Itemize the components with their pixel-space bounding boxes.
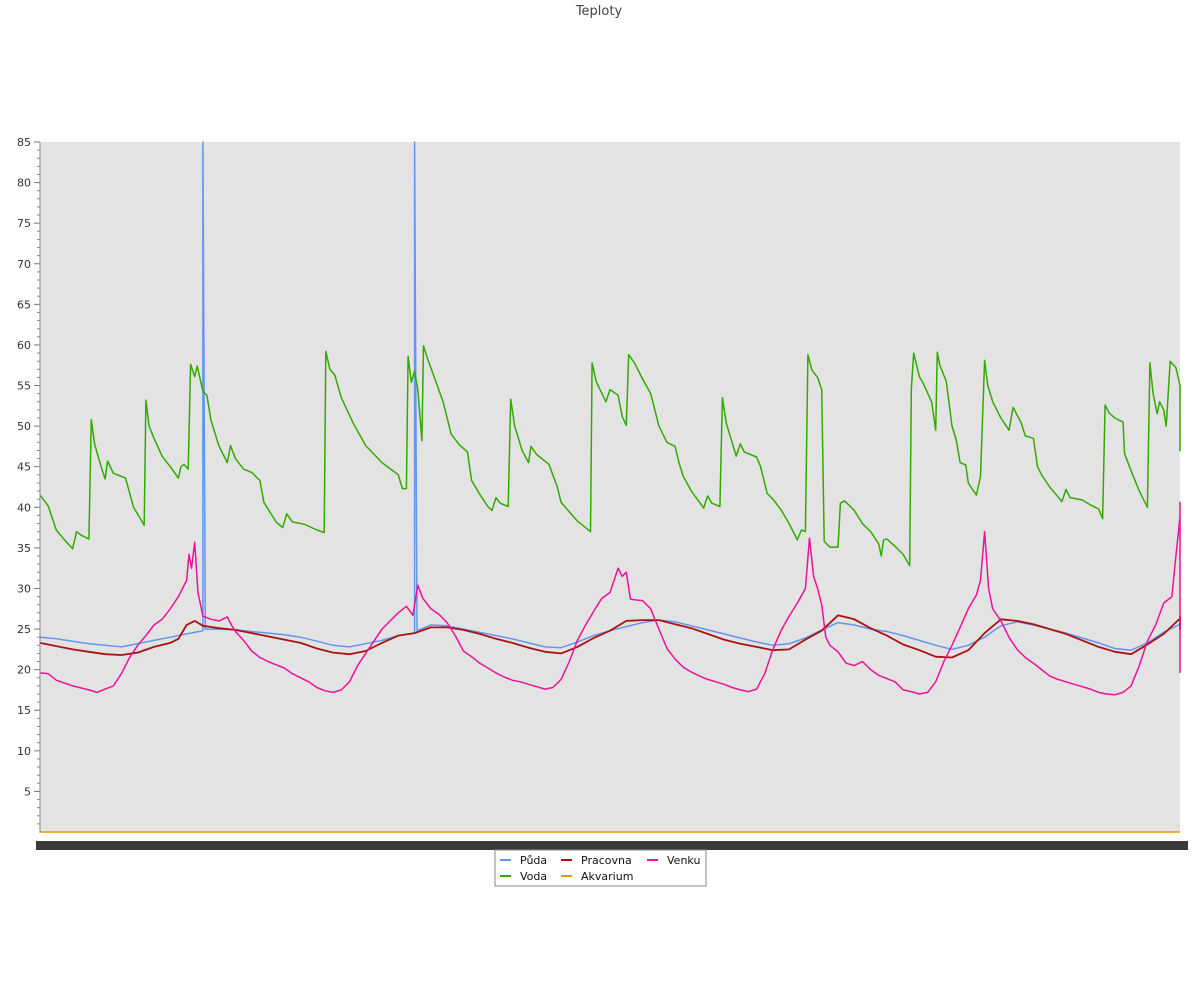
y-tick-label: 75 [17, 217, 31, 230]
series-layer [39, 141, 1181, 833]
y-tick-label: 35 [17, 542, 31, 555]
chart-title: Teploty [575, 4, 623, 19]
y-tick-label: 20 [17, 664, 31, 677]
y-tick-label: 65 [17, 298, 31, 311]
y-tick-label: 10 [17, 745, 31, 758]
legend-label-pracovna: Pracovna [581, 854, 632, 867]
series-line-voda [39, 345, 1181, 567]
y-tick-label: 30 [17, 582, 31, 595]
plot-area [40, 142, 1180, 832]
y-tick-label: 60 [17, 339, 31, 352]
legend-box [494, 849, 707, 887]
y-tick-label: 40 [17, 501, 31, 514]
y-tick-label: 45 [17, 461, 31, 474]
series-line-venku [39, 501, 1181, 696]
y-tick-label: 15 [17, 704, 31, 717]
legend: Půda Voda Pracovna Akvarium Venku [494, 849, 707, 887]
y-axis-ticks: 5 10 15 20 25 30 35 40 45 50 55 60 65 70 75 80 85 [17, 136, 40, 798]
y-tick-label: 50 [17, 420, 31, 433]
y-tick-label: 5 [24, 785, 31, 798]
y-tick-label: 55 [17, 380, 31, 393]
legend-label-venku: Venku [667, 854, 700, 867]
series-line-pracovna [39, 614, 1181, 659]
y-tick-label: 80 [17, 177, 31, 190]
y-tick-label: 25 [17, 623, 31, 636]
legend-label-akvarium: Akvarium [581, 870, 633, 883]
y-tick-label: 70 [17, 258, 31, 271]
y-tick-label: 85 [17, 136, 31, 149]
series-line-půda [39, 141, 1181, 651]
x-axis-tick-label-band [36, 841, 1188, 850]
legend-label-voda: Voda [520, 870, 547, 883]
legend-label-půda: Půda [520, 854, 547, 867]
